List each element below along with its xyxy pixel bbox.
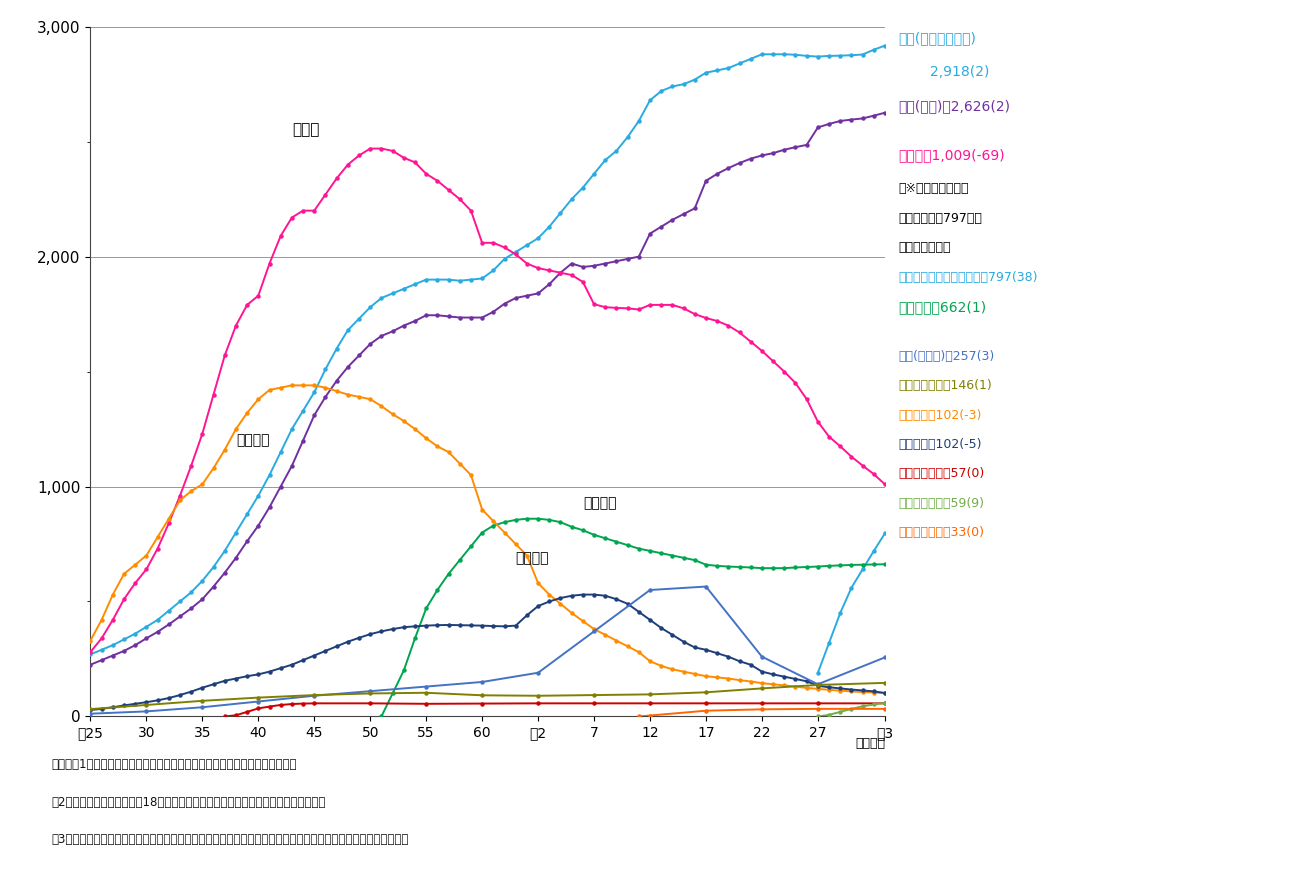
Text: （※幼保連携型認定: （※幼保連携型認定 [898, 182, 969, 196]
Text: 2,918(2): 2,918(2) [930, 65, 990, 79]
Text: 専修学校　662(1): 専修学校 662(1) [898, 300, 986, 314]
Text: 中等教育学校　33(0): 中等教育学校 33(0) [898, 526, 985, 539]
Text: 短期大学　102(-5): 短期大学 102(-5) [898, 438, 982, 451]
Text: 特別支援学校　146(1): 特別支援学校 146(1) [898, 379, 992, 392]
Text: 専修学校: 専修学校 [583, 497, 616, 511]
Text: 3　大学（学部・大学院）には，学部学生，大学院学生のほか，専攻科・別科の学生，科目等履修生等を含む。: 3 大学（学部・大学院）には，学部学生，大学院学生のほか，専攻科・別科の学生，科… [52, 833, 410, 846]
Text: 2　特別支援学校は，平成18年度以前は盲学校，诣学校及び養護学校の計である。: 2 特別支援学校は，平成18年度以前は盲学校，诣学校及び養護学校の計である。 [52, 796, 326, 809]
Text: 義務教育学校　59(9): 義務教育学校 59(9) [898, 497, 985, 510]
Text: 大学(学部)　2,626(2): 大学(学部) 2,626(2) [898, 99, 1010, 113]
Text: 幼保連携型認定こども園　797(38): 幼保連携型認定こども園 797(38) [898, 271, 1037, 284]
Text: （注）　1　（　）内の数値は，前年度からの増減値（単位：千人）である。: （注） 1 （ ）内の数値は，前年度からの増減値（単位：千人）である。 [52, 758, 297, 772]
Text: を含まない）: を含まない） [898, 241, 951, 255]
Text: 各種学校　102(-3): 各種学校 102(-3) [898, 409, 982, 422]
Text: 高等専門学校　57(0): 高等専門学校 57(0) [898, 467, 985, 481]
Text: 幼稚園　1,009(-69): 幼稚園 1,009(-69) [898, 149, 1005, 163]
Text: 大学(大学院)　257(3): 大学(大学院) 257(3) [898, 350, 994, 363]
Text: 短期大学: 短期大学 [516, 551, 549, 564]
Text: 幼稚園: 幼稚園 [292, 122, 319, 137]
Text: 大学(学部・大学院): 大学(学部・大学院) [898, 31, 975, 45]
Text: こども園の797千人: こども園の797千人 [898, 212, 982, 225]
Text: （年度）: （年度） [855, 737, 885, 750]
Text: 各種学校: 各種学校 [236, 433, 270, 448]
